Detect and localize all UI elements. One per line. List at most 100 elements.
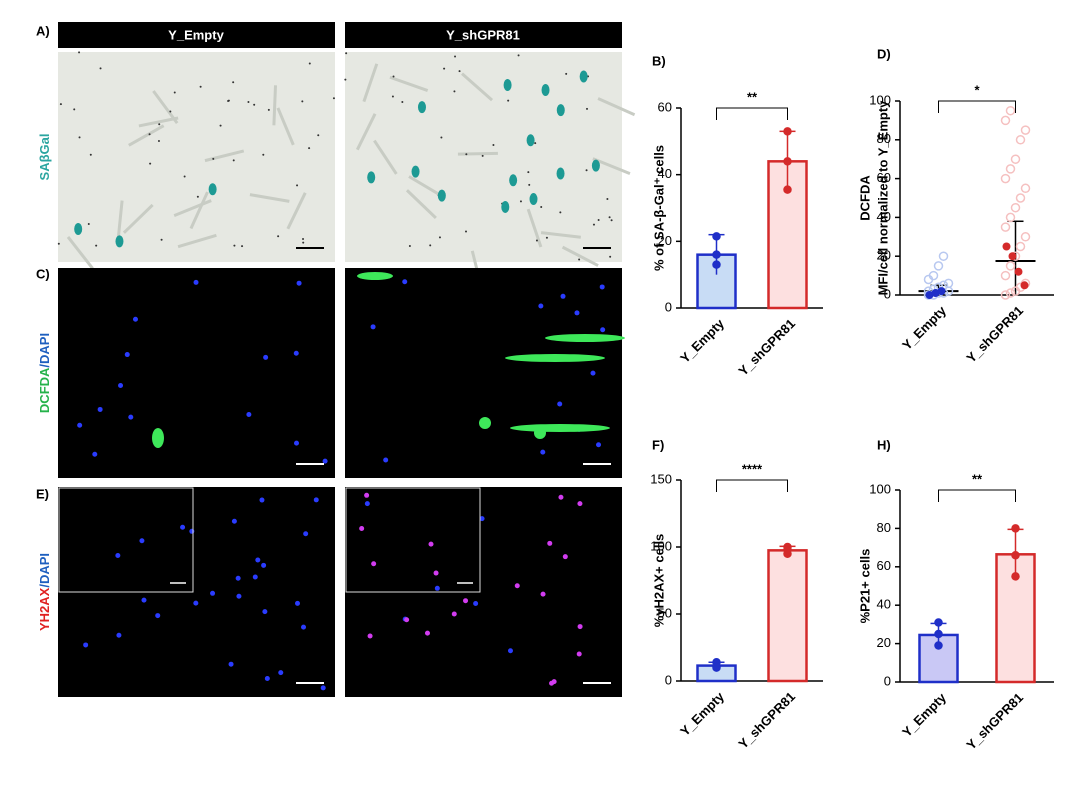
nucleus [301,624,307,630]
point [712,260,721,269]
speck [559,211,562,214]
x-tick-label: Y_shGPR81 [735,316,798,379]
nucleus [371,561,377,567]
significance: * [974,82,980,97]
speck [609,255,612,258]
row-label: DCFDA/DAPI [37,333,52,413]
x-tick-label: Y_shGPR81 [963,690,1026,753]
significance: ** [972,471,983,486]
speck [78,51,81,54]
stain [417,101,426,114]
nucleus [364,492,370,498]
green-cell [152,428,164,448]
nucleus [92,451,98,457]
point [938,251,949,261]
point [712,250,721,259]
nucleus [261,562,267,568]
micrograph [58,52,335,262]
y-tick-label: 100 [650,538,672,553]
highlight-point [1020,281,1029,290]
nucleus [434,585,440,591]
stain [74,223,83,236]
highlight-point [1014,267,1023,276]
nucleus [210,590,216,596]
cell [561,245,599,267]
y-tick-label: 60 [877,170,891,185]
speck [392,75,395,78]
speck [99,67,102,70]
nucleus [293,440,299,446]
cell [405,189,437,219]
nucleus [115,552,121,558]
point [1020,125,1031,135]
point [1005,164,1016,174]
inset [345,487,481,593]
speck [608,216,611,219]
stain [556,104,565,117]
stain [115,235,124,248]
highlight-point [937,287,946,296]
y-tick-label: 40 [877,209,891,224]
point [1015,135,1026,145]
speck [232,81,235,84]
green-cell [534,427,546,439]
cell [597,97,636,117]
y-tick-label: 60 [877,558,891,573]
point [1005,288,1016,298]
column-header-bar [345,22,622,48]
nucleus [540,449,546,455]
nucleus [557,401,563,407]
nucleus [116,632,122,638]
y-axis-label: %γH2AX+ cells [651,534,666,628]
row-label-part: /DAPI [37,553,52,588]
stain [579,70,588,83]
nucleus [303,531,309,537]
bar [995,553,1036,684]
speck [408,245,411,248]
nucleus [246,412,252,418]
nucleus [367,633,373,639]
nucleus [370,324,376,330]
nucleus [278,670,284,676]
speck [332,97,335,100]
stain [437,189,446,202]
speck [454,55,457,58]
nucleus [574,310,580,316]
row-label-part: DCFDA [37,367,52,413]
speck [227,99,230,102]
point [928,270,939,281]
x-tick-label: Y_shGPR81 [963,303,1026,366]
significance-bracket [716,107,788,120]
nucleus [507,648,513,654]
nucleus [193,279,199,285]
green-cell [545,334,625,342]
cell [204,149,245,163]
stain [503,79,512,92]
speck [149,162,152,165]
row-label-part: /DAPI [37,333,52,368]
stain [591,159,600,172]
cell [389,75,429,92]
speck [401,101,404,104]
speck [183,175,186,178]
micrographs [57,51,636,697]
speck [212,157,215,160]
row-label: SAβGal [37,134,52,181]
cell [272,85,278,126]
cell [122,203,154,234]
nucleus [264,675,270,681]
nucleus [364,501,370,507]
nucleus [97,406,103,412]
nucleus [560,293,566,299]
nucleus [124,352,130,358]
nucleus [451,611,457,617]
speck [267,108,270,111]
speck [429,244,432,247]
nucleus [293,350,299,356]
speck [585,169,588,172]
speck [95,244,98,247]
panel-label: D) [877,46,891,61]
speck [527,171,530,174]
y-tick-label: 80 [877,520,891,535]
point [1011,524,1020,533]
